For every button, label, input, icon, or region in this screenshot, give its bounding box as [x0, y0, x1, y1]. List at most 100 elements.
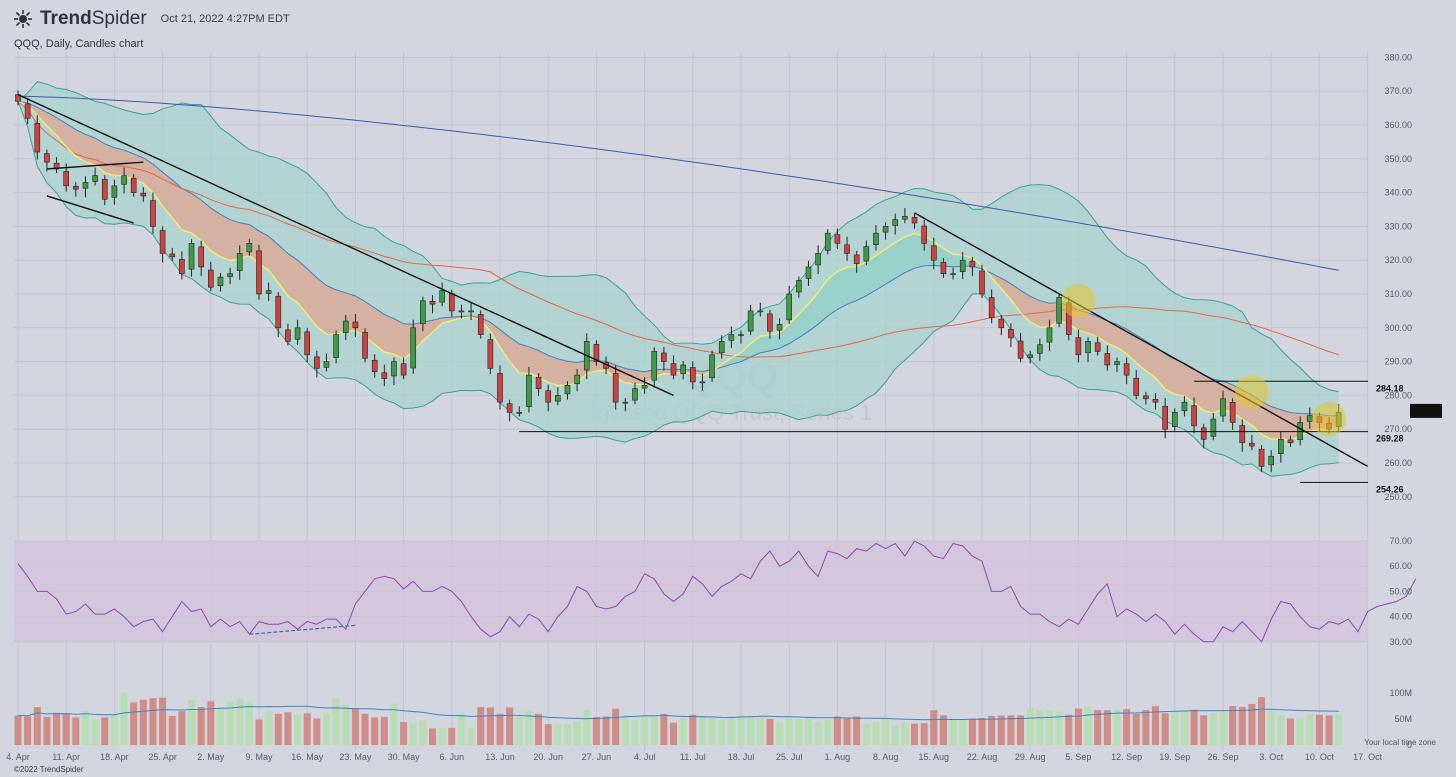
- volume-bar: [216, 708, 224, 745]
- candle-body: [988, 297, 995, 318]
- volume-bar: [641, 716, 649, 745]
- volume-bar: [988, 715, 996, 745]
- candle-body: [63, 171, 70, 187]
- ema-ribbon-segment: [1010, 283, 1021, 313]
- candle-body: [169, 253, 176, 258]
- ema-ribbon-segment: [220, 214, 231, 261]
- candle-body: [593, 344, 600, 362]
- rsi-tick-label: 70.00: [1389, 536, 1412, 546]
- ema-ribbon-segment: [1174, 359, 1185, 397]
- volume-bar: [872, 721, 880, 745]
- ema-ribbon-segment: [837, 267, 847, 310]
- candle-body: [728, 334, 735, 341]
- volume-bar: [62, 713, 70, 745]
- ema-ribbon-segment: [201, 200, 211, 251]
- candle-body: [410, 327, 417, 369]
- horizontal-level-label: 254.26: [1376, 484, 1404, 494]
- volume-bar: [178, 711, 186, 745]
- volume-bar: [91, 719, 99, 745]
- volume-bar: [901, 722, 909, 745]
- volume-bar: [149, 698, 157, 745]
- volume-bar: [833, 716, 841, 745]
- ema-ribbon-segment: [548, 355, 558, 386]
- volume-bar: [968, 718, 976, 745]
- ema-ribbon-segment: [278, 244, 288, 296]
- volume-bar: [1306, 714, 1314, 745]
- candle-body: [24, 103, 31, 119]
- ema-ribbon-segment: [268, 236, 279, 283]
- sma50-line: [17, 100, 1339, 358]
- volume-bar: [602, 716, 610, 745]
- candle-body: [873, 232, 879, 245]
- volume-bar: [120, 693, 128, 745]
- volume-bar: [785, 718, 793, 745]
- price-tick-label: 340.00: [1384, 188, 1412, 198]
- candle-body: [92, 175, 98, 182]
- x-tick-label: 4. Jul: [634, 752, 656, 762]
- volume-bar: [409, 723, 417, 745]
- candle-body: [188, 243, 195, 270]
- candle-body: [526, 374, 532, 408]
- volume-bar: [1055, 711, 1063, 745]
- copyright: ©2022 TrendSpider: [14, 765, 84, 774]
- volume-bar: [766, 719, 774, 745]
- volume-bar: [1103, 710, 1111, 745]
- candle-body: [111, 185, 118, 198]
- ema-ribbon-segment: [172, 179, 182, 230]
- volume-bar: [284, 712, 292, 745]
- candle-body: [892, 219, 899, 226]
- volume-bar: [390, 703, 398, 745]
- x-tick-label: 27. Jun: [582, 752, 612, 762]
- volume-bar: [727, 716, 735, 745]
- candle-body: [352, 321, 359, 329]
- candle-body: [516, 411, 523, 414]
- x-tick-label: 23. May: [339, 752, 372, 762]
- ema-ribbon-segment: [490, 322, 500, 347]
- candle-body: [853, 254, 860, 264]
- candle-body: [930, 245, 937, 261]
- volume-bar: [400, 722, 408, 745]
- candle-body: [1094, 342, 1101, 352]
- ema-ribbon-segment: [760, 335, 770, 353]
- volume-bar: [226, 702, 234, 745]
- candle-body: [1104, 353, 1111, 366]
- volume-bar: [1065, 714, 1073, 745]
- ema-ribbon-segment: [827, 271, 838, 316]
- volume-bar: [525, 711, 533, 745]
- volume-bar: [361, 713, 369, 745]
- candle-body: [458, 310, 465, 313]
- x-tick-label: 16. May: [291, 752, 324, 762]
- candle-body: [294, 327, 301, 340]
- ema-ribbon-segment: [85, 134, 96, 165]
- ema-ribbon-segment: [847, 266, 857, 305]
- volume-tick-label: 0: [1407, 740, 1412, 750]
- ema-ribbon-segment: [769, 332, 780, 351]
- volume-tick-label: 50M: [1394, 714, 1412, 724]
- ema-ribbon-segment: [1280, 409, 1291, 440]
- volume-bar: [1335, 714, 1343, 745]
- highlight-marker: [1312, 402, 1347, 437]
- candle-body: [545, 390, 552, 403]
- trendline: [46, 161, 144, 170]
- volume-bar: [563, 724, 571, 745]
- volume-bar: [612, 708, 620, 745]
- candle-body: [1123, 363, 1130, 376]
- candle-body: [159, 230, 166, 254]
- bollinger-lower-line: [17, 101, 1339, 477]
- candle-body: [82, 182, 89, 189]
- candle-body: [198, 246, 204, 268]
- volume-tick-label: 100M: [1389, 688, 1412, 698]
- ema-ribbon-segment: [895, 236, 905, 279]
- x-tick-label: 3. Oct: [1259, 752, 1284, 762]
- ema-ribbon-segment: [133, 154, 144, 184]
- volume-bar: [660, 713, 668, 745]
- price-tick-label: 350.00: [1384, 154, 1412, 164]
- x-tick-label: 15. Aug: [919, 752, 950, 762]
- volume-bar: [737, 714, 745, 745]
- chart-date: Oct 21, 2022 4:27PM EDT: [160, 13, 290, 25]
- candle-body: [400, 363, 407, 376]
- candle-body: [1239, 425, 1246, 444]
- candle-body: [911, 216, 918, 224]
- last-price-label: 275.42: [1412, 406, 1440, 416]
